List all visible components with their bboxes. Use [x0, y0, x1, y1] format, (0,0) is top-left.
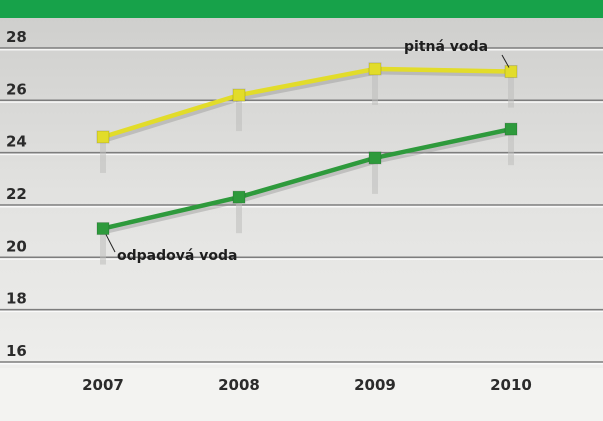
series-line-shadow — [104, 69, 514, 143]
marker-shadow — [236, 101, 242, 132]
annotations: pitná voda odpadová voda — [105, 39, 510, 264]
data-point — [368, 151, 382, 165]
x-tick-label: 2008 — [218, 376, 260, 394]
y-tick-label: 26 — [6, 80, 27, 98]
marker-shadow — [236, 203, 242, 234]
x-tick-label: 2007 — [82, 376, 124, 394]
data-point — [504, 122, 518, 136]
footer-band — [0, 368, 603, 421]
x-axis: 2007 2008 2009 2010 — [82, 376, 532, 394]
y-tick-label: 28 — [6, 28, 27, 46]
data-point — [504, 65, 518, 79]
data-point — [96, 222, 110, 236]
data-point — [368, 62, 382, 76]
y-tick-label: 22 — [6, 185, 27, 203]
series-line-shadow — [104, 129, 514, 234]
y-tick-label: 20 — [6, 237, 27, 255]
x-tick-label: 2009 — [354, 376, 396, 394]
marker-shadow — [372, 163, 378, 194]
series-group — [96, 62, 518, 265]
y-tick-label: 24 — [6, 133, 27, 151]
header-band — [0, 0, 603, 18]
marker-shadow — [508, 135, 514, 166]
leader-line — [501, 54, 510, 68]
marker-shadow — [100, 234, 106, 265]
series-label-odpadova-voda: odpadová voda — [117, 248, 237, 264]
data-point — [232, 190, 246, 204]
marker-shadow — [372, 74, 378, 105]
y-axis: 16 18 20 22 24 26 28 — [6, 28, 27, 360]
series-label-pitna-voda: pitná voda — [404, 39, 488, 55]
y-tick-label: 16 — [6, 342, 27, 360]
data-point — [232, 88, 246, 102]
marker-shadow — [100, 142, 106, 173]
data-point — [96, 130, 110, 144]
x-tick-label: 2010 — [490, 376, 532, 394]
marker-shadow — [508, 77, 514, 108]
series-line — [102, 66, 512, 140]
series-line — [102, 126, 512, 231]
leader-line — [105, 234, 116, 253]
y-tick-label: 18 — [6, 290, 27, 308]
